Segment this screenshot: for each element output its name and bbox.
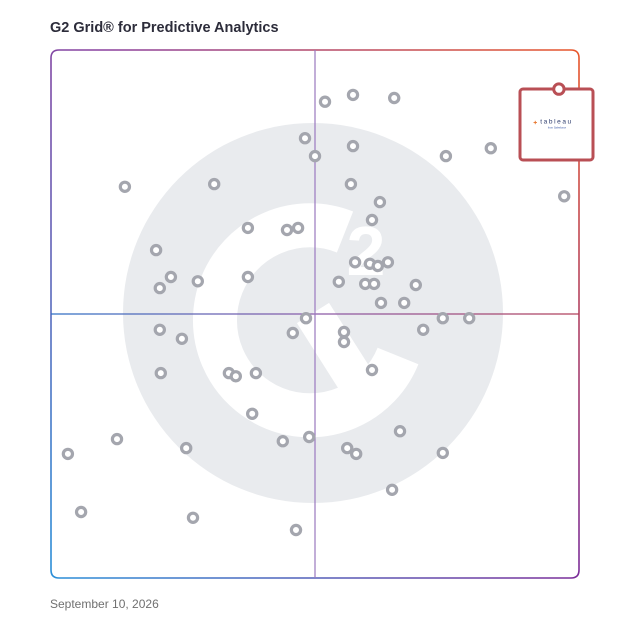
data-point[interactable]: [348, 256, 362, 269]
data-point[interactable]: [249, 366, 263, 380]
grid-border-bottom: [59, 569, 580, 579]
data-point[interactable]: [191, 275, 204, 288]
data-point[interactable]: [558, 190, 571, 203]
data-point[interactable]: [398, 296, 411, 310]
data-point[interactable]: [409, 278, 422, 292]
report-date: September 10, 2026: [50, 597, 159, 611]
data-point[interactable]: [286, 326, 299, 340]
data-point[interactable]: [346, 88, 360, 102]
tableau-logo: tableau from Salesforce: [533, 119, 573, 130]
data-point[interactable]: [367, 277, 381, 291]
data-point[interactable]: [337, 325, 351, 339]
data-point[interactable]: [280, 223, 294, 237]
data-point[interactable]: [207, 177, 221, 191]
data-point[interactable]: [436, 312, 449, 325]
data-point[interactable]: [118, 180, 132, 193]
highlighted-product[interactable]: tableau from Salesforce: [518, 82, 595, 162]
data-point[interactable]: [303, 430, 316, 444]
data-point[interactable]: [276, 435, 289, 448]
data-point[interactable]: [289, 523, 303, 537]
grid-border-left-top: [50, 49, 580, 579]
data-point[interactable]: [332, 275, 345, 288]
data-point[interactable]: [341, 441, 354, 455]
data-point[interactable]: [373, 195, 387, 209]
data-point[interactable]: [110, 432, 124, 446]
data-point[interactable]: [344, 177, 358, 191]
data-point[interactable]: [346, 139, 360, 153]
data-point[interactable]: [350, 447, 363, 461]
product-name: tableau: [540, 119, 573, 126]
data-point[interactable]: [291, 221, 305, 235]
data-point[interactable]: [374, 296, 388, 310]
data-point[interactable]: [245, 407, 259, 420]
data-point[interactable]: [337, 335, 351, 349]
data-point[interactable]: [365, 363, 379, 377]
product-subtitle: from Salesforce: [548, 126, 567, 130]
data-point[interactable]: [381, 256, 395, 269]
data-point[interactable]: [164, 270, 178, 284]
svg-text:2: 2: [347, 212, 386, 290]
data-point[interactable]: [241, 270, 255, 284]
data-point[interactable]: [154, 366, 167, 380]
data-point[interactable]: [318, 95, 332, 108]
data-point[interactable]: [417, 323, 430, 336]
data-point[interactable]: [371, 259, 384, 273]
data-point[interactable]: [153, 323, 166, 336]
data-point[interactable]: [484, 141, 497, 155]
data-point[interactable]: [299, 312, 313, 325]
highlighted-data-point: [552, 82, 566, 96]
data-point[interactable]: [393, 425, 407, 438]
data-point[interactable]: [439, 149, 453, 163]
data-point[interactable]: [153, 281, 166, 295]
data-point[interactable]: [175, 332, 189, 345]
data-point[interactable]: [74, 505, 88, 519]
data-point[interactable]: [298, 131, 312, 145]
data-point[interactable]: [385, 483, 399, 496]
data-point[interactable]: [463, 312, 476, 325]
data-point[interactable]: [179, 441, 193, 455]
data-point[interactable]: [308, 149, 322, 163]
data-point[interactable]: [229, 370, 242, 383]
data-point[interactable]: [388, 91, 401, 105]
data-point[interactable]: [241, 221, 255, 235]
data-point[interactable]: [61, 447, 75, 461]
data-point[interactable]: [436, 446, 449, 460]
data-point[interactable]: [365, 213, 379, 227]
g2-watermark-icon: 2: [123, 123, 503, 503]
data-points: [61, 88, 571, 537]
data-point[interactable]: [149, 243, 163, 257]
data-point[interactable]: [186, 511, 200, 525]
chart-title: G2 Grid® for Predictive Analytics: [50, 20, 279, 36]
